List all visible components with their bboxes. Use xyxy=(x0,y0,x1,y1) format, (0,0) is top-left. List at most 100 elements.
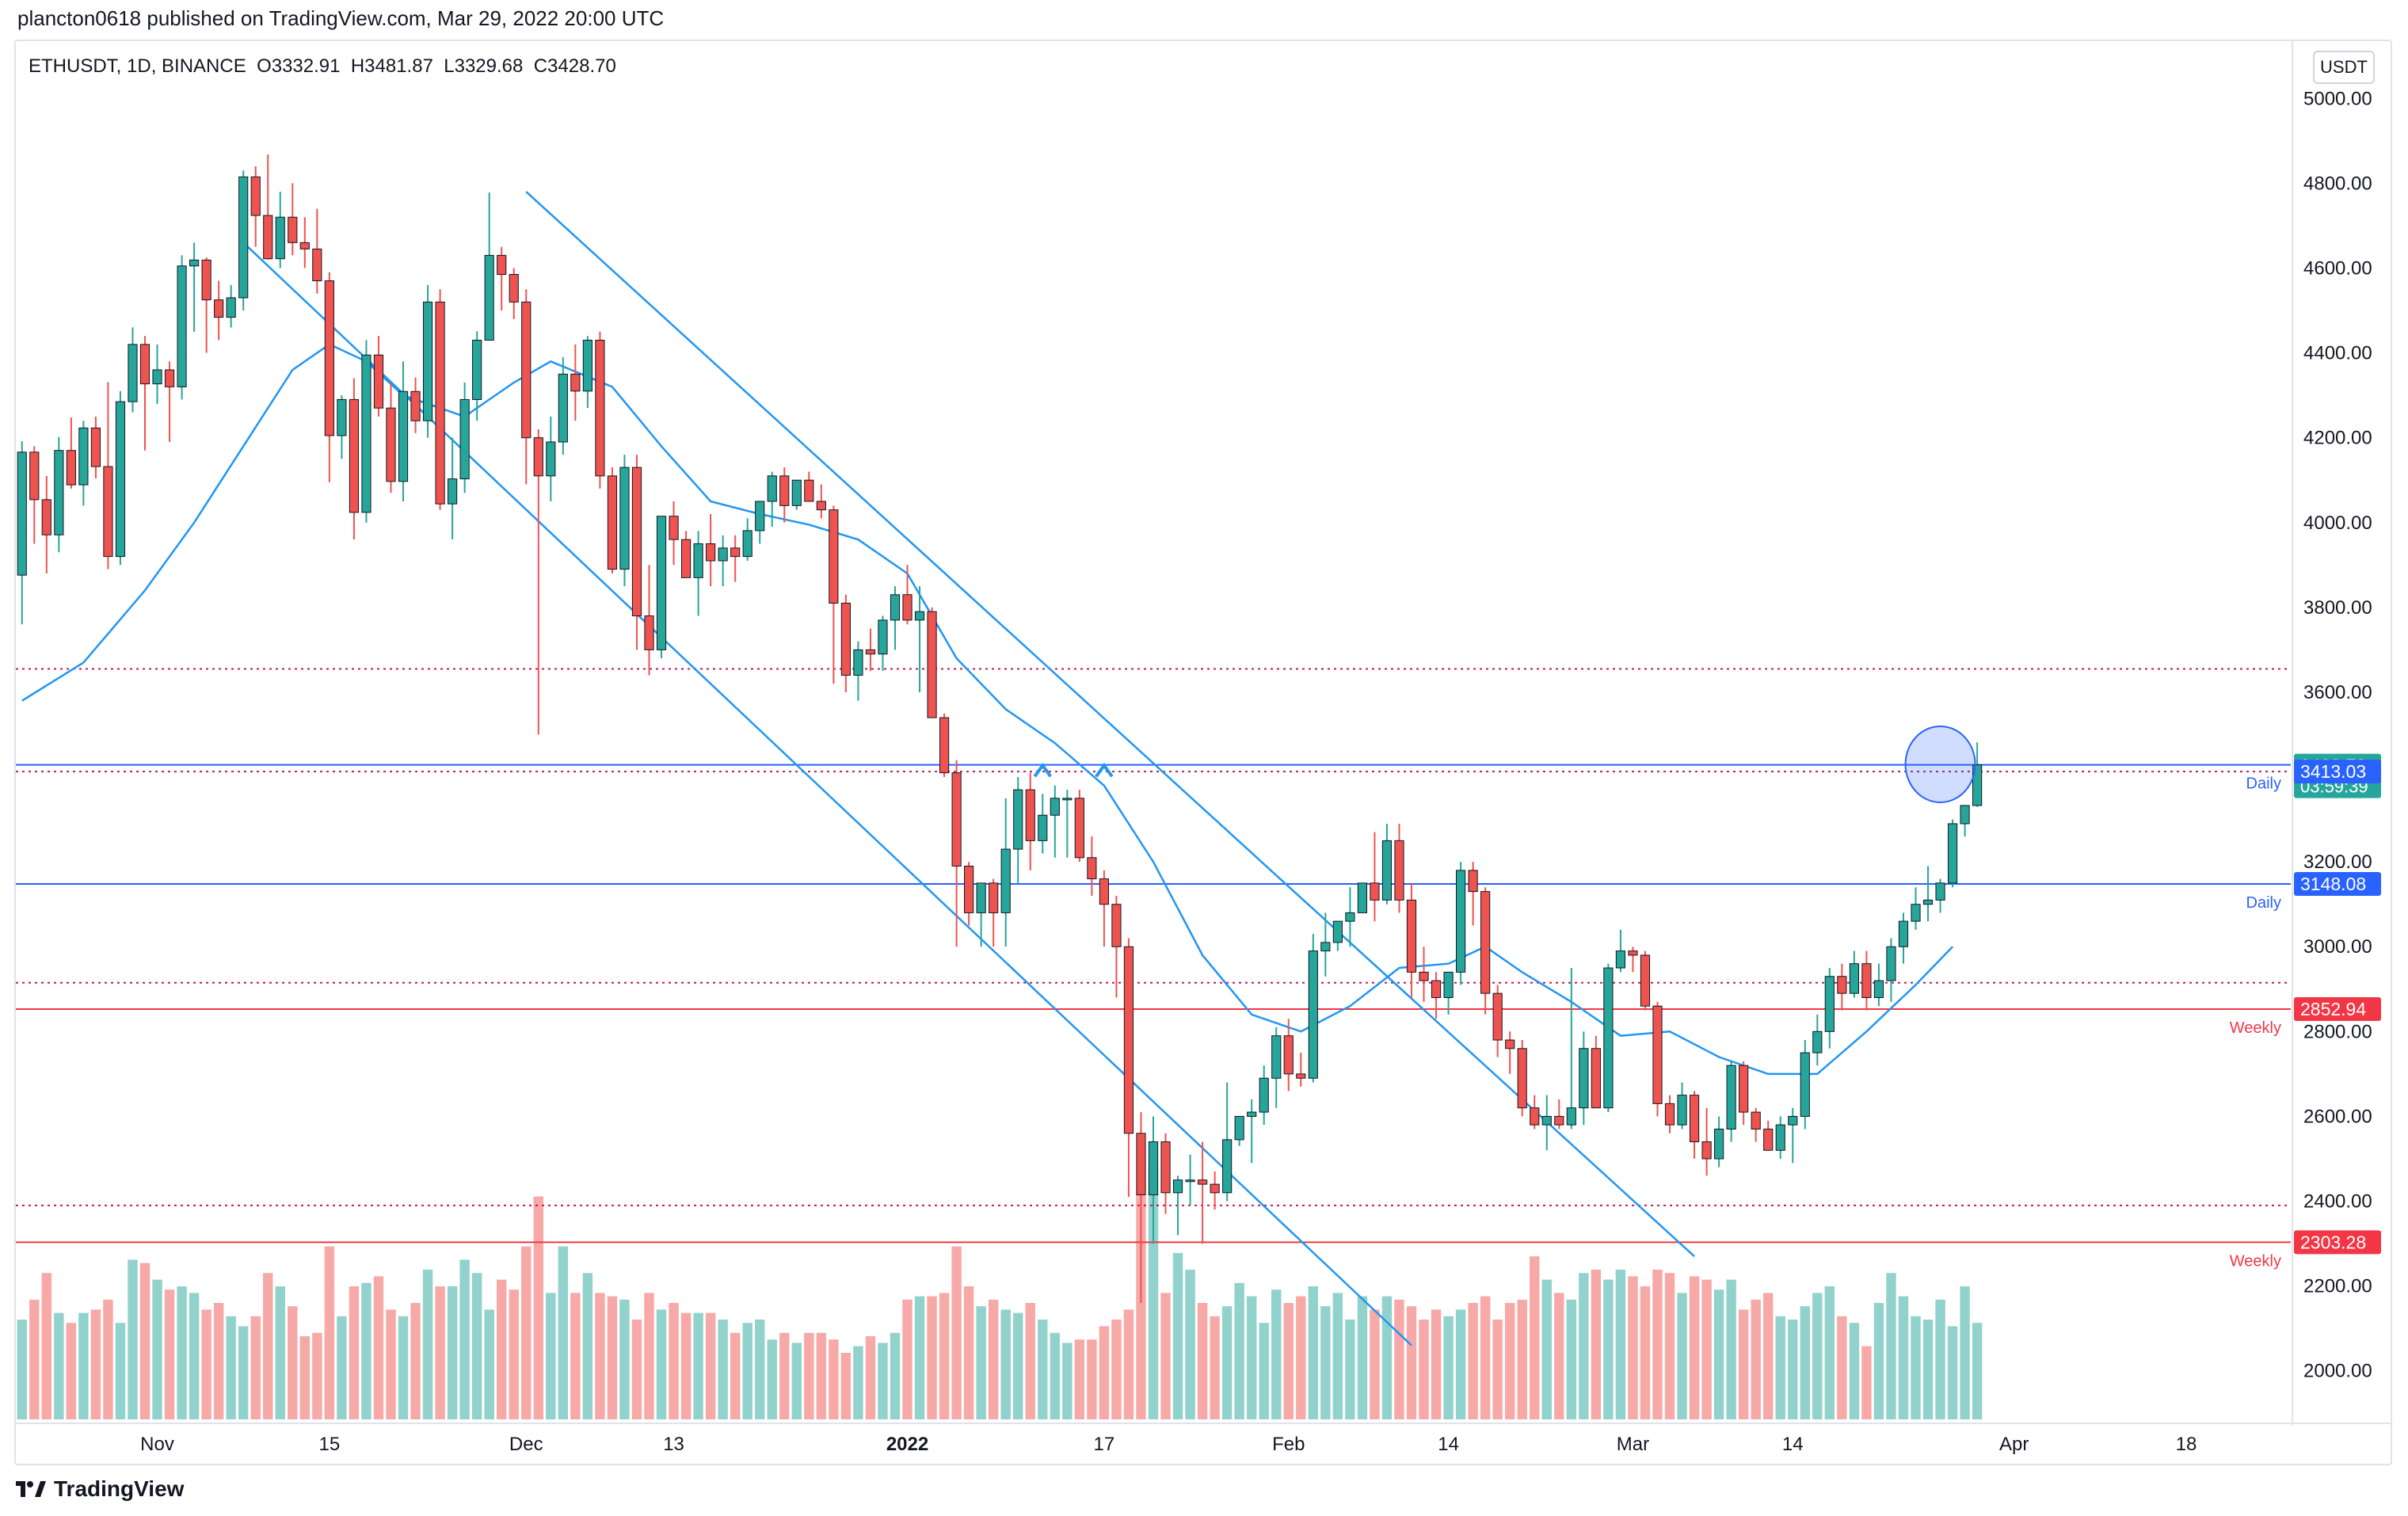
volume-bar xyxy=(29,1299,40,1419)
candle-body xyxy=(435,301,445,505)
volume-bar xyxy=(693,1312,703,1419)
candle xyxy=(1198,1141,1208,1244)
volume-bar xyxy=(1800,1306,1810,1419)
candle xyxy=(299,217,310,269)
level-label: Weekly xyxy=(2230,1252,2281,1270)
candle-body xyxy=(1714,1129,1724,1160)
volume-bar xyxy=(1431,1309,1442,1419)
moving-average-line xyxy=(21,343,1953,1076)
tradingview-brand[interactable]: TradingView xyxy=(16,1476,184,1502)
volume-bar xyxy=(398,1316,409,1419)
candle-body xyxy=(448,478,458,505)
candle-body xyxy=(484,254,494,341)
volume-bar xyxy=(1234,1282,1244,1419)
candle-body xyxy=(1160,1141,1171,1194)
candle-body xyxy=(128,344,138,402)
candle xyxy=(1172,1175,1183,1236)
candle xyxy=(1222,1082,1233,1202)
volume-bar xyxy=(1381,1296,1393,1419)
candle-body xyxy=(1000,848,1011,913)
level-label: Daily xyxy=(2246,775,2281,793)
volume-bar xyxy=(250,1316,261,1419)
candle-body xyxy=(546,441,556,477)
volume-bar xyxy=(1038,1320,1048,1419)
price-axis-tick: 2000.00 xyxy=(2303,1361,2372,1382)
candle-body xyxy=(312,248,322,282)
candle xyxy=(1640,950,1651,1011)
volume-bar xyxy=(1873,1303,1884,1419)
volume-bar xyxy=(1271,1289,1282,1419)
candle xyxy=(448,437,458,540)
candle xyxy=(989,878,999,947)
candle xyxy=(201,257,211,353)
candle-body xyxy=(1505,1039,1515,1049)
volume-bar xyxy=(1763,1293,1774,1419)
candle xyxy=(939,713,950,778)
candle xyxy=(1775,1116,1785,1159)
candle-body xyxy=(422,301,433,421)
candle xyxy=(128,327,138,413)
currency-button[interactable]: USDT xyxy=(2313,51,2375,84)
candle xyxy=(78,421,89,506)
candle-body xyxy=(1812,1030,1823,1053)
volume-bar xyxy=(1591,1270,1602,1419)
candle xyxy=(742,518,752,561)
volume-bar xyxy=(1074,1339,1085,1419)
candle xyxy=(288,183,298,256)
candle xyxy=(472,331,482,421)
candle xyxy=(1320,912,1331,977)
candle xyxy=(706,514,716,587)
candle-body xyxy=(1824,976,1835,1032)
volume-bar xyxy=(164,1289,175,1419)
candle-body xyxy=(865,649,876,655)
volume-bar xyxy=(226,1316,236,1419)
candle-body xyxy=(1234,1115,1244,1141)
volume-bar xyxy=(41,1273,52,1419)
ohlc-legend: ETHUSDT, 1D, BINANCE O3332.91 H3481.87 L… xyxy=(29,55,616,78)
candle xyxy=(373,336,384,417)
candle-body xyxy=(718,547,728,562)
candle xyxy=(1296,1053,1306,1087)
candle-body xyxy=(1652,1005,1663,1104)
price-axis-tick: 3200.00 xyxy=(2303,851,2372,873)
candle-body xyxy=(1443,971,1454,999)
candle xyxy=(533,429,543,735)
candle xyxy=(1247,1099,1257,1164)
level-label: Daily xyxy=(2246,894,2281,912)
candle xyxy=(1381,823,1393,905)
volume-bar xyxy=(1541,1279,1552,1419)
pattern-marker xyxy=(1033,762,1052,778)
candle-body xyxy=(1492,992,1503,1041)
candle xyxy=(631,455,642,650)
volume-bar xyxy=(54,1312,64,1419)
candle xyxy=(1025,772,1035,870)
candle xyxy=(1443,971,1454,1015)
candle xyxy=(767,471,777,528)
volume-bar xyxy=(1922,1320,1934,1419)
candle xyxy=(1234,1115,1244,1146)
time-axis-tick: 2022 xyxy=(886,1434,928,1455)
candle xyxy=(1370,832,1380,922)
candle-body xyxy=(1332,920,1343,943)
volume-bar xyxy=(1185,1270,1195,1419)
candle-body xyxy=(1247,1111,1257,1117)
candle xyxy=(312,208,322,294)
candle-body xyxy=(779,475,790,506)
candle xyxy=(484,192,494,341)
candle xyxy=(1541,1095,1552,1151)
candle-body xyxy=(29,451,40,501)
candle-body xyxy=(631,467,642,617)
candle-body xyxy=(1431,980,1442,999)
candle xyxy=(693,531,703,616)
candle-body xyxy=(90,427,101,467)
candle-body xyxy=(1210,1183,1220,1194)
candle xyxy=(1628,947,1638,973)
candle-body xyxy=(1111,904,1122,947)
candle xyxy=(1050,785,1060,858)
candle-body xyxy=(250,176,261,216)
candle-body xyxy=(927,611,937,718)
tradingview-logo-icon xyxy=(16,1481,46,1497)
candle-body xyxy=(804,479,814,502)
candle-body xyxy=(976,882,986,913)
